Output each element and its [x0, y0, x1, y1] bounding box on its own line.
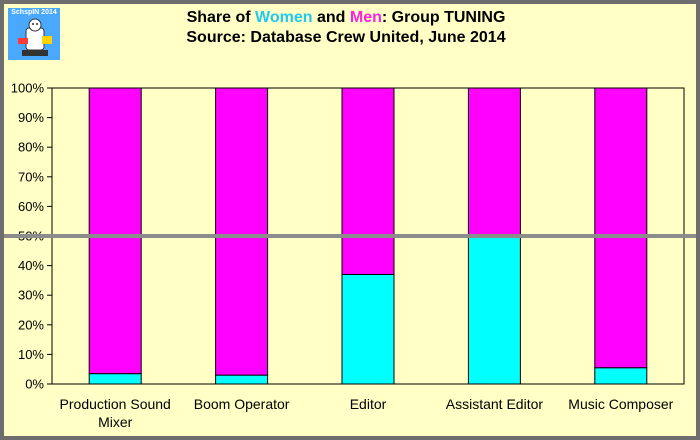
x-category-label-line: Editor [350, 396, 387, 412]
title-suffix: : Group TUNING [381, 9, 506, 26]
y-tick-label: 80% [18, 140, 44, 155]
x-category-label: Editor [350, 396, 387, 412]
chart-title: Share of Women and Men: Group TUNING Sou… [0, 8, 692, 48]
bar-women [88, 373, 142, 385]
x-category-label-line: Mixer [98, 414, 133, 430]
x-category-label-line: Boom Operator [194, 396, 290, 412]
y-tick-label: 60% [18, 199, 44, 214]
x-category-label-line: Production Sound [60, 396, 171, 412]
x-category-label: Production Sound Mixer [60, 396, 171, 430]
y-tick-label: 20% [18, 317, 44, 332]
bar-men [88, 87, 142, 375]
x-category-label: Music Composer [568, 396, 673, 412]
bar-men [467, 87, 521, 237]
logo-text: SchspIN 2014 [11, 9, 57, 16]
bar-men [215, 87, 269, 376]
x-category-label: Boom Operator [194, 396, 290, 412]
y-tick-label: 40% [18, 258, 44, 273]
bar-women [215, 374, 269, 385]
bar-men [594, 87, 648, 369]
bar-women [467, 235, 521, 385]
title-prefix: Share of [186, 9, 256, 26]
title-line-1: Share of Women and Men: Group TUNING [0, 8, 692, 28]
y-tick-label: 100% [11, 81, 45, 96]
y-tick-label: 90% [18, 110, 44, 125]
logo-mascot-icon [18, 18, 52, 56]
title-and: and [312, 9, 350, 26]
x-category-label-line: Assistant Editor [446, 396, 544, 412]
bar-men [341, 87, 395, 275]
x-category-label: Assistant Editor [446, 396, 544, 412]
title-women: Women [255, 9, 313, 26]
bar-women [594, 367, 648, 385]
logo-image: SchspIN 2014 [8, 8, 60, 60]
bar-women [341, 273, 395, 385]
y-tick-label: 10% [18, 347, 44, 362]
title-line-2: Source: Database Crew United, June 2014 [186, 29, 506, 46]
y-tick-label: 30% [18, 288, 44, 303]
y-tick-label: 0% [25, 377, 44, 392]
x-category-label-line: Music Composer [568, 396, 673, 412]
title-men: Men [349, 9, 382, 26]
y-tick-label: 70% [18, 169, 44, 184]
